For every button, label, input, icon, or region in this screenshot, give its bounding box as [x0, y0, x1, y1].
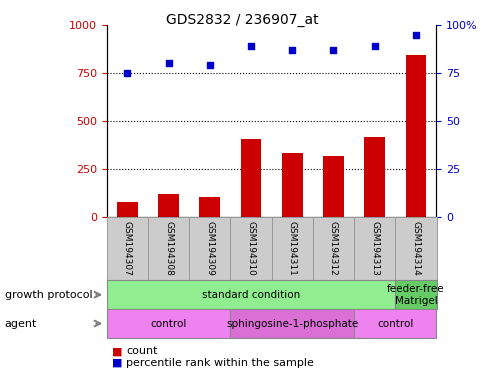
Bar: [322, 157, 343, 217]
Bar: [106, 309, 230, 338]
Text: control: control: [377, 318, 412, 329]
Text: GSM194314: GSM194314: [410, 221, 420, 276]
Text: GSM194310: GSM194310: [246, 221, 255, 276]
Bar: [230, 309, 353, 338]
Bar: [281, 153, 302, 217]
Text: GSM194311: GSM194311: [287, 221, 296, 276]
Text: standard condition: standard condition: [201, 290, 300, 300]
Text: GSM194309: GSM194309: [205, 221, 214, 276]
Bar: [271, 217, 312, 280]
Bar: [189, 217, 230, 280]
Bar: [148, 217, 189, 280]
Bar: [199, 197, 220, 217]
Text: agent: agent: [5, 318, 37, 329]
Point: [246, 43, 254, 49]
Point: [164, 60, 172, 66]
Text: GSM194312: GSM194312: [328, 221, 337, 276]
Bar: [394, 280, 436, 309]
Bar: [230, 217, 271, 280]
Text: control: control: [150, 318, 186, 329]
Text: feeder-free
Matrigel: feeder-free Matrigel: [386, 284, 444, 306]
Point: [205, 62, 213, 68]
Bar: [106, 217, 148, 280]
Bar: [240, 139, 261, 217]
Point: [123, 70, 131, 76]
Bar: [353, 217, 394, 280]
Point: [329, 47, 336, 53]
Bar: [394, 217, 436, 280]
Text: percentile rank within the sample: percentile rank within the sample: [126, 358, 313, 368]
Bar: [117, 202, 137, 217]
Bar: [405, 55, 425, 217]
Bar: [158, 194, 179, 217]
Text: GSM194313: GSM194313: [369, 221, 378, 276]
Text: sphingosine-1-phosphate: sphingosine-1-phosphate: [226, 318, 358, 329]
Text: ■: ■: [111, 346, 122, 356]
Point: [287, 47, 295, 53]
Text: growth protocol: growth protocol: [5, 290, 92, 300]
Text: count: count: [126, 346, 157, 356]
Bar: [363, 137, 384, 217]
Point: [370, 43, 378, 49]
Bar: [353, 309, 436, 338]
Text: GSM194307: GSM194307: [122, 221, 132, 276]
Text: ■: ■: [111, 358, 122, 368]
Bar: [312, 217, 353, 280]
Bar: [106, 280, 394, 309]
Text: GDS2832 / 236907_at: GDS2832 / 236907_at: [166, 13, 318, 27]
Text: GSM194308: GSM194308: [164, 221, 173, 276]
Point: [411, 31, 419, 38]
